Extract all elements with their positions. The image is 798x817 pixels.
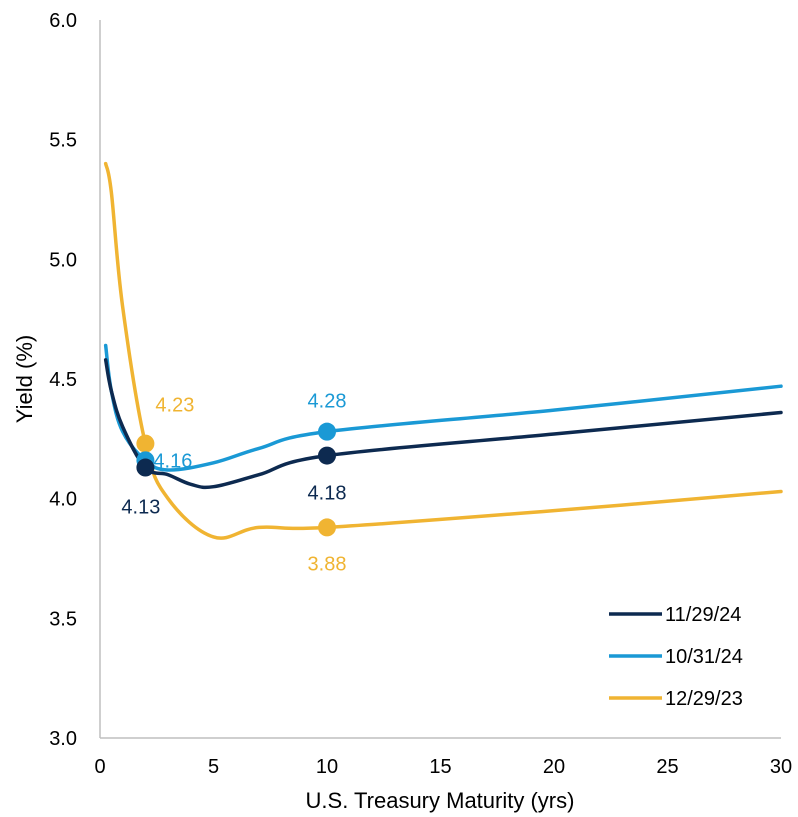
y-tick-label: 5.0 xyxy=(49,249,77,271)
series-line xyxy=(103,343,783,472)
x-axis-title: U.S. Treasury Maturity (yrs) xyxy=(306,788,575,813)
y-tick-label: 3.5 xyxy=(49,608,77,630)
y-tick-label: 6.0 xyxy=(49,10,77,32)
series-line xyxy=(103,161,783,540)
data-label: 4.13 xyxy=(121,497,160,519)
data-label: 4.28 xyxy=(308,391,347,413)
x-tick-label: 30 xyxy=(770,756,792,778)
y-tick-label: 4.5 xyxy=(49,369,77,391)
data-point-marker xyxy=(318,446,336,465)
legend: 11/29/24 10/31/24 12/29/23 xyxy=(609,604,743,710)
y-tick-label: 3.0 xyxy=(49,728,77,750)
data-label: 4.16 xyxy=(153,450,192,472)
data-point-marker xyxy=(136,434,155,453)
x-tick-label: 25 xyxy=(656,756,678,778)
x-tick-label: 15 xyxy=(429,756,451,778)
y-axis-title: Yield (%) xyxy=(12,335,37,423)
y-tick-label: 4.0 xyxy=(49,489,77,511)
x-tick-label: 0 xyxy=(94,756,105,778)
axes xyxy=(99,20,781,739)
x-tick-label: 5 xyxy=(208,756,219,778)
legend-label: 11/29/24 xyxy=(665,604,741,626)
x-tick-labels: 0 5 10 15 20 25 30 xyxy=(94,756,792,778)
legend-label: 12/29/23 xyxy=(665,688,743,710)
data-label: 4.18 xyxy=(308,483,347,505)
series-line xyxy=(103,358,783,490)
data-point-marker xyxy=(318,422,336,441)
data-label: 4.23 xyxy=(155,395,194,417)
legend-label: 10/31/24 xyxy=(665,646,743,668)
y-tick-label: 5.5 xyxy=(49,130,77,152)
y-tick-labels: 3.0 3.5 4.0 4.5 5.0 5.5 6.0 xyxy=(49,10,77,750)
x-tick-label: 10 xyxy=(316,756,338,778)
data-point-marker xyxy=(136,458,155,477)
highlight-markers: 4.13 4.18 4.16 4.28 4.23 3.88 xyxy=(121,391,346,576)
data-label: 3.88 xyxy=(308,553,347,575)
x-tick-label: 20 xyxy=(543,756,565,778)
series-lines xyxy=(103,161,783,540)
data-point-marker xyxy=(318,518,336,537)
